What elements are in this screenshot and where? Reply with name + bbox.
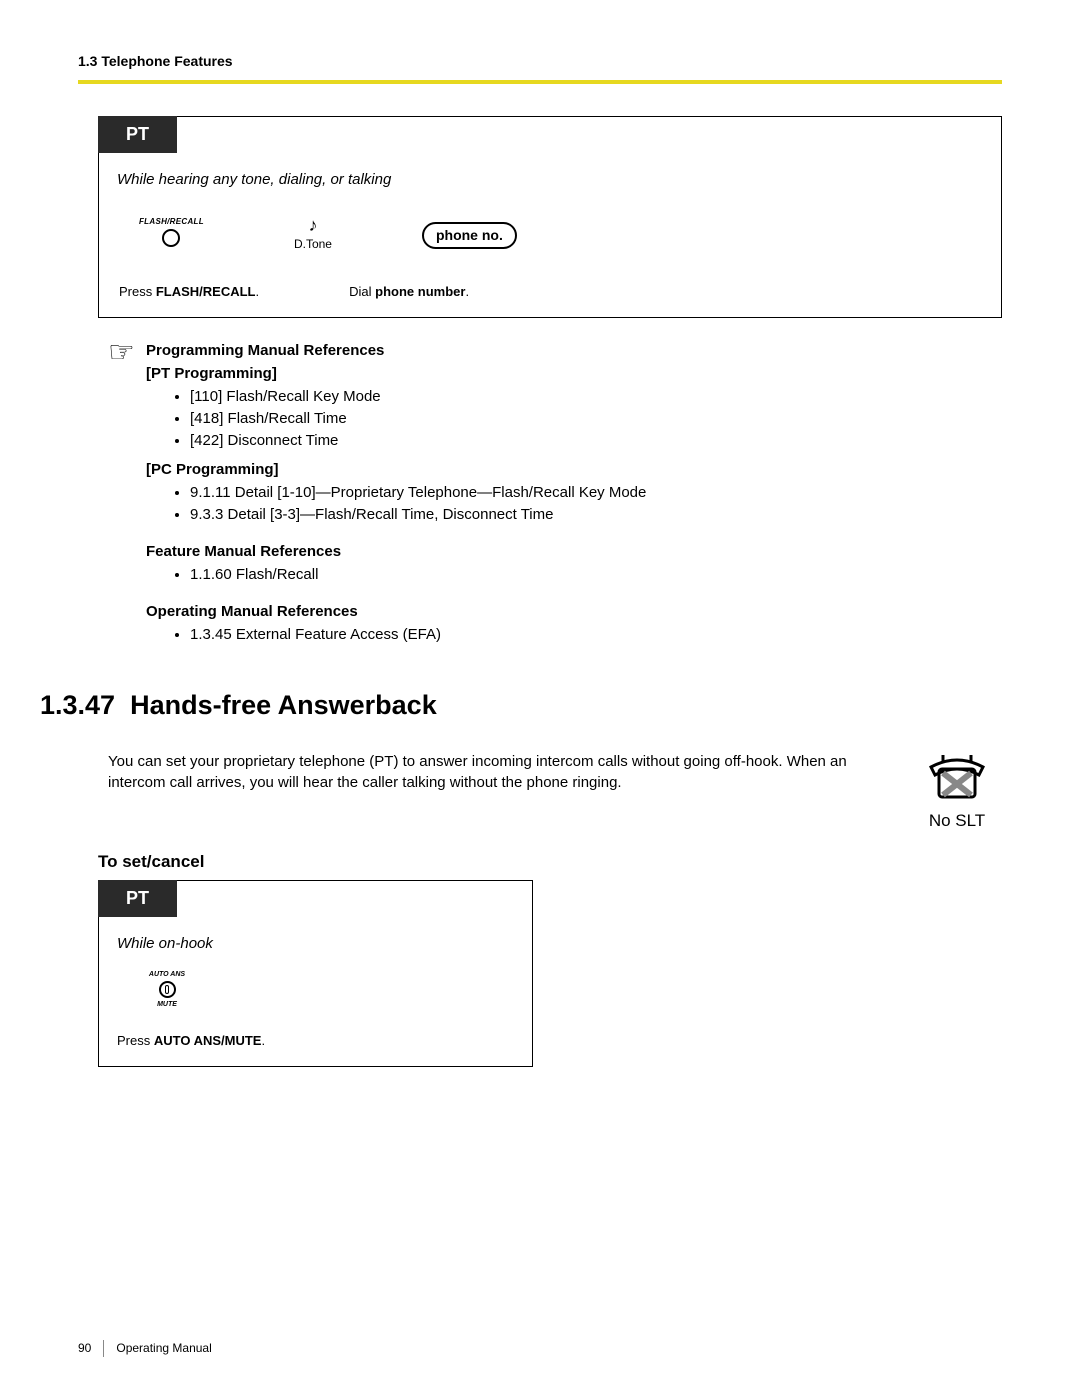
caption-auto-ans: Press AUTO ANS/MUTE. — [117, 1032, 514, 1050]
pt-programming-list: [110] Flash/Recall Key Mode [418] Flash/… — [146, 386, 1002, 451]
flash-button-icon — [162, 229, 180, 247]
step-flash: FLASH/RECALL — [139, 216, 204, 247]
to-set-cancel-heading: To set/cancel — [98, 850, 1002, 874]
pt-programming-heading: [PT Programming] — [146, 363, 1002, 384]
no-slt-label: No SLT — [929, 809, 985, 833]
list-item: [418] Flash/Recall Time — [190, 408, 1002, 429]
section-heading: 1.3.47 Hands-free Answerback — [40, 687, 1002, 725]
section-header: 1.3 Telephone Features — [78, 52, 1002, 72]
caption-flash: Press FLASH/RECALL. — [119, 283, 259, 301]
feature-description: You can set your proprietary telephone (… — [108, 751, 894, 833]
pointing-hand-icon: ☞ — [108, 338, 146, 653]
no-slt-phone-icon — [925, 751, 989, 803]
auto-ans-label: AUTO ANS — [149, 970, 185, 980]
pt-tab: PT — [98, 880, 177, 917]
operating-manual-heading: Operating Manual References — [146, 601, 1002, 622]
pc-programming-list: 9.1.11 Detail [1-10]—Proprietary Telepho… — [146, 482, 1002, 525]
flash-label: FLASH/RECALL — [139, 216, 204, 227]
condition-text: While on-hook — [117, 933, 514, 954]
music-note-icon: ♪ — [308, 216, 317, 234]
pc-programming-heading: [PC Programming] — [146, 459, 1002, 480]
auto-ans-button-icon — [159, 981, 176, 998]
list-item: 9.1.11 Detail [1-10]—Proprietary Telepho… — [190, 482, 1002, 503]
operating-manual-list: 1.3.45 External Feature Access (EFA) — [146, 624, 1002, 645]
list-item: 1.3.45 External Feature Access (EFA) — [190, 624, 1002, 645]
step-phone-no: phone no. — [422, 222, 517, 250]
list-item: [110] Flash/Recall Key Mode — [190, 386, 1002, 407]
footer-title: Operating Manual — [116, 1340, 211, 1357]
pt-tab: PT — [98, 116, 177, 153]
page-number: 90 — [78, 1340, 104, 1357]
list-item: 1.1.60 Flash/Recall — [190, 564, 1002, 585]
dtone-label: D.Tone — [294, 236, 332, 253]
caption-dial: Dial phone number. — [349, 283, 469, 301]
phone-no-pill: phone no. — [422, 222, 517, 250]
condition-text: While hearing any tone, dialing, or talk… — [117, 169, 983, 190]
prog-manual-heading: Programming Manual References — [146, 340, 1002, 361]
list-item: 9.3.3 Detail [3-3]—Flash/Recall Time, Di… — [190, 504, 1002, 525]
pt-procedure-box-2: PT While on-hook AUTO ANS MUTE Press AUT… — [98, 880, 533, 1067]
feature-manual-list: 1.1.60 Flash/Recall — [146, 564, 1002, 585]
references-block: ☞ Programming Manual References [PT Prog… — [108, 338, 1002, 653]
step-dtone: ♪ D.Tone — [294, 216, 332, 253]
mute-label: MUTE — [157, 1000, 177, 1010]
page-footer: 90 Operating Manual — [78, 1340, 212, 1357]
no-slt-column: No SLT — [912, 751, 1002, 833]
feature-manual-heading: Feature Manual References — [146, 541, 1002, 562]
pt-procedure-box: PT While hearing any tone, dialing, or t… — [98, 116, 1002, 318]
feature-description-row: You can set your proprietary telephone (… — [108, 751, 1002, 833]
list-item: [422] Disconnect Time — [190, 430, 1002, 451]
yellow-divider — [78, 80, 1002, 84]
